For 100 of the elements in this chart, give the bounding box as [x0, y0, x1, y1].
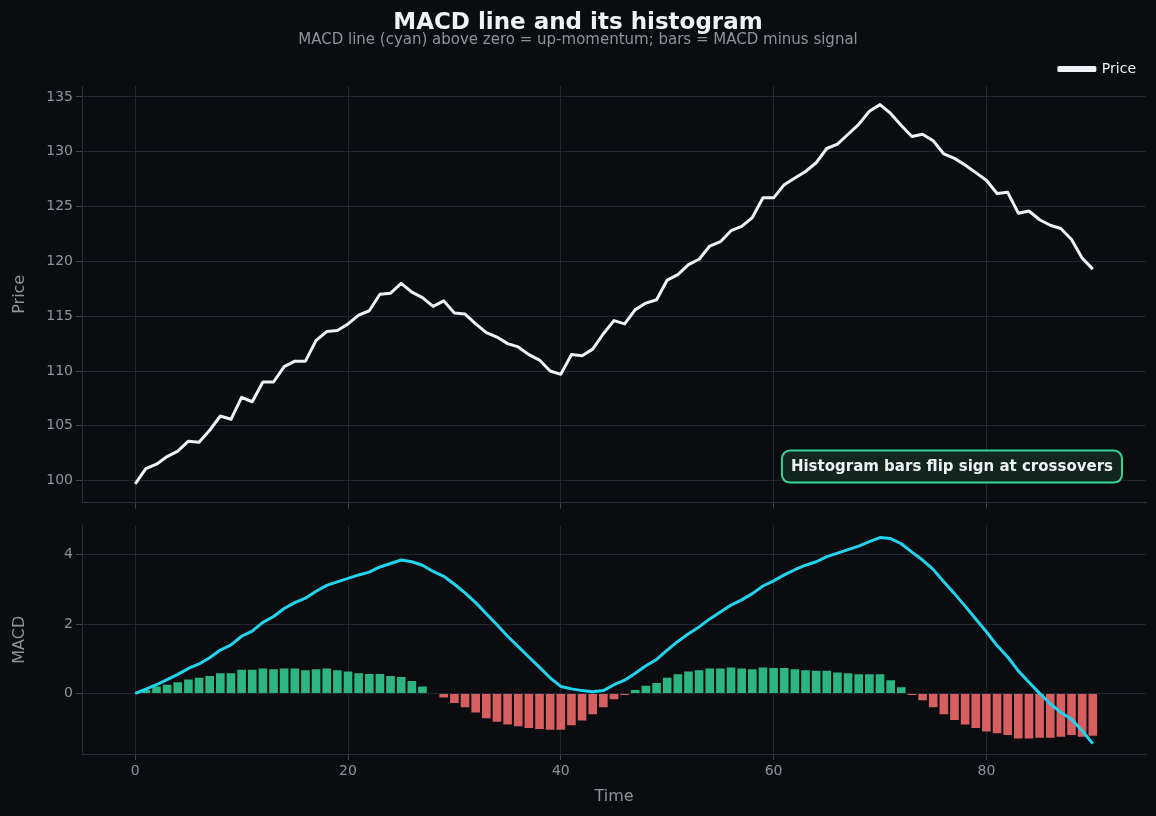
bar	[769, 668, 778, 693]
bar	[1024, 693, 1034, 739]
bar	[1003, 693, 1012, 735]
bar	[982, 693, 991, 732]
bar	[513, 693, 523, 727]
bar	[226, 673, 236, 693]
bar	[748, 669, 757, 693]
y-tick-label: 105	[46, 416, 73, 433]
bar	[354, 673, 363, 693]
bar	[790, 669, 800, 693]
x-tick-label: 80	[977, 762, 996, 779]
bar	[694, 670, 704, 693]
legend-label: Price	[1101, 59, 1136, 76]
bar	[716, 668, 725, 693]
bar	[290, 668, 300, 693]
bar	[928, 693, 938, 708]
bar	[811, 670, 821, 693]
bar	[205, 676, 214, 693]
bar	[939, 693, 949, 715]
bar	[194, 677, 204, 693]
bar	[1067, 693, 1076, 735]
y-tick-label: 110	[46, 361, 73, 378]
x-axis-title: Time	[593, 785, 634, 805]
annotation: Histogram bars flip sign at crossovers	[790, 457, 1114, 476]
x-tick-label: 40	[551, 762, 570, 779]
bar	[577, 693, 587, 721]
bar	[971, 693, 981, 729]
bar	[301, 670, 310, 693]
y-tick-label: 100	[46, 471, 73, 488]
bar	[1088, 693, 1098, 736]
bar	[726, 667, 736, 693]
bar	[364, 673, 374, 693]
bar	[918, 693, 927, 701]
bar	[258, 668, 268, 693]
y-tick-label: 135	[46, 87, 73, 104]
bar	[247, 669, 257, 693]
bar	[216, 673, 225, 693]
bar	[630, 689, 640, 693]
y-axis-title: Price	[8, 274, 28, 314]
bar	[386, 676, 395, 693]
bar	[343, 671, 353, 693]
bar	[375, 673, 385, 693]
bar	[269, 669, 278, 693]
y-tick-label: 2	[64, 614, 73, 631]
bar	[588, 693, 598, 715]
bar	[162, 684, 172, 693]
y-axis-title: MACD	[8, 615, 28, 664]
bar	[896, 687, 906, 693]
bar	[684, 671, 693, 693]
x-tick-label: 60	[764, 762, 783, 779]
x-tick-label: 0	[130, 762, 140, 779]
bar	[396, 677, 406, 693]
bar	[418, 686, 427, 693]
bar	[843, 673, 853, 693]
bar	[960, 693, 970, 725]
bar	[854, 674, 864, 693]
bar	[779, 668, 789, 693]
bar	[184, 679, 193, 693]
bar	[833, 672, 842, 693]
bar	[524, 693, 534, 729]
bar	[450, 693, 459, 704]
bar	[503, 693, 512, 725]
bar	[237, 669, 246, 693]
bar	[992, 693, 1002, 734]
bar	[279, 668, 289, 693]
y-tick-label: 120	[46, 252, 73, 269]
bar	[407, 680, 417, 693]
bar	[492, 693, 502, 722]
bar	[556, 693, 566, 730]
bar	[482, 693, 491, 719]
bar	[173, 682, 183, 693]
bar	[471, 693, 480, 713]
bar	[439, 693, 449, 698]
bar	[950, 693, 959, 721]
bar	[535, 693, 544, 730]
bar	[152, 686, 161, 693]
y-tick-label: 4	[64, 545, 74, 562]
bar	[673, 674, 683, 693]
bar	[1014, 693, 1023, 739]
y-tick-label: 0	[64, 684, 73, 701]
bar	[865, 674, 874, 693]
y-tick-label: 115	[46, 306, 73, 323]
bar	[460, 693, 470, 708]
bar	[311, 669, 321, 693]
bar	[322, 668, 332, 693]
bar	[886, 680, 895, 693]
bar	[758, 667, 768, 693]
y-tick-label: 125	[46, 197, 73, 214]
bar	[875, 674, 885, 693]
bar	[1045, 693, 1055, 738]
bar	[705, 668, 715, 693]
bar	[652, 683, 661, 693]
x-tick-label: 20	[339, 762, 357, 779]
bar	[545, 693, 555, 730]
bar	[333, 670, 342, 693]
bar	[599, 693, 608, 708]
bar	[641, 685, 651, 693]
bar	[567, 693, 576, 726]
bar	[1035, 693, 1044, 738]
y-tick-label: 130	[46, 142, 73, 159]
